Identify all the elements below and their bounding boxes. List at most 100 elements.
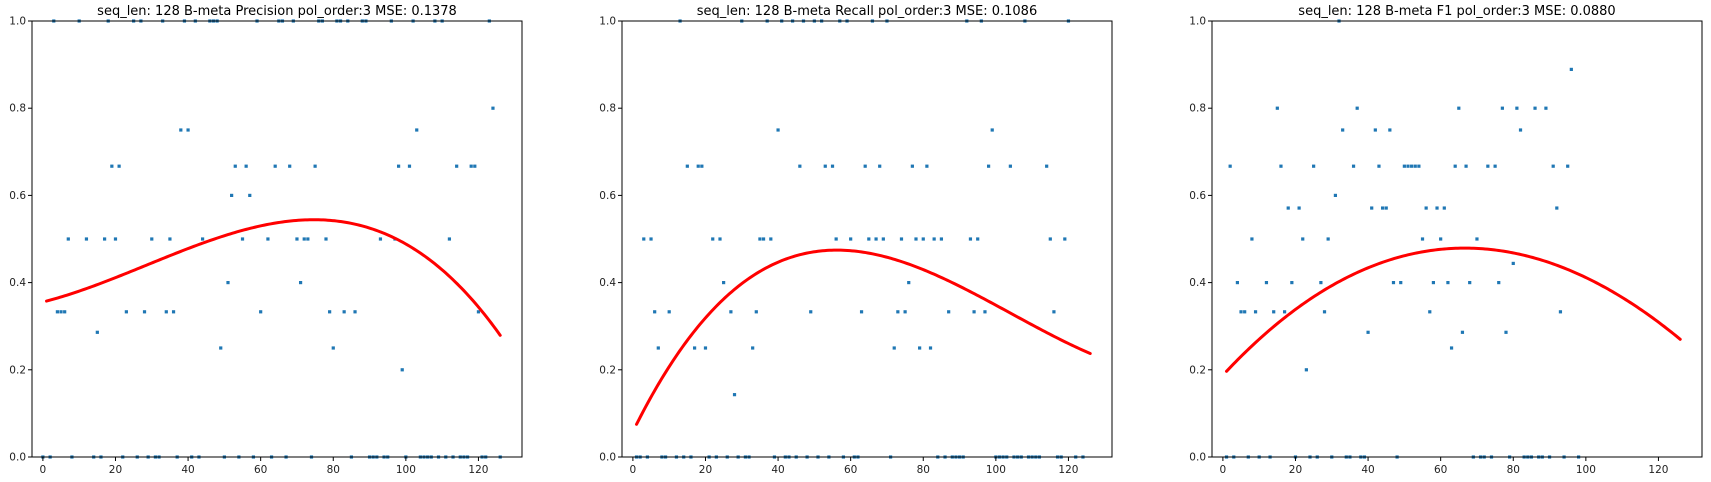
data-point <box>113 237 118 241</box>
data-point <box>266 237 270 241</box>
x-tick-label: 20 <box>699 464 712 476</box>
x-tick-label: 80 <box>1507 464 1520 476</box>
data-point <box>863 164 867 168</box>
data-point <box>1319 281 1323 285</box>
data-point <box>1282 310 1287 314</box>
x-tick-label: 60 <box>844 464 857 476</box>
y-tick-label: 0.6 <box>9 190 26 202</box>
data-point <box>1457 106 1461 110</box>
data-point <box>1366 330 1370 334</box>
subplot-precision: seq_len: 128 B-meta Precision pol_order:… <box>9 4 523 476</box>
data-point <box>1351 164 1356 168</box>
y-tick-label: 0.4 <box>1189 277 1206 289</box>
data-point <box>986 164 991 168</box>
data-point <box>95 330 99 334</box>
y-tick-label: 0.4 <box>9 277 26 289</box>
data-point <box>834 237 838 241</box>
y-tick-label: 0.6 <box>1189 190 1206 202</box>
data-point <box>1420 237 1425 241</box>
data-point <box>1228 164 1232 168</box>
y-tick-label: 1.0 <box>599 16 616 28</box>
data-point <box>758 237 762 241</box>
data-point <box>968 237 973 241</box>
y-tick-label: 0.8 <box>1189 103 1206 115</box>
data-point <box>1569 67 1573 71</box>
data-point <box>1558 310 1563 314</box>
data-point <box>849 237 853 241</box>
data-point <box>1446 281 1450 285</box>
data-point <box>907 281 911 285</box>
data-point <box>66 237 70 241</box>
data-point <box>1250 237 1254 241</box>
data-point <box>667 310 671 314</box>
data-point <box>1279 164 1283 168</box>
data-point <box>1253 310 1258 314</box>
data-point <box>324 237 328 241</box>
data-point <box>925 164 929 168</box>
data-point <box>867 237 871 241</box>
data-point <box>244 164 248 168</box>
data-point <box>899 237 904 241</box>
data-point <box>1355 106 1359 110</box>
x-tick-label: 20 <box>109 464 122 476</box>
y-tick-label: 0.0 <box>9 452 26 464</box>
data-point <box>164 310 168 314</box>
data-point <box>1286 206 1290 210</box>
data-point <box>1406 164 1410 168</box>
subplot-recall: seq_len: 128 B-meta Recall pol_order:3 M… <box>599 4 1113 476</box>
y-tick-label: 0.4 <box>599 277 616 289</box>
x-tick-label: 80 <box>327 464 340 476</box>
data-point <box>1239 310 1243 314</box>
data-point <box>1301 237 1305 241</box>
data-point <box>142 310 147 314</box>
data-point <box>1008 164 1012 168</box>
x-tick-label: 120 <box>1648 464 1668 476</box>
data-point <box>1449 346 1454 350</box>
plot-area <box>1211 20 1703 458</box>
data-point <box>1312 164 1316 168</box>
data-point <box>776 128 780 132</box>
data-point <box>653 310 657 314</box>
x-tick-label: 0 <box>1220 464 1227 476</box>
data-point <box>1275 106 1279 110</box>
x-tick-label: 80 <box>917 464 930 476</box>
data-point <box>455 164 459 168</box>
data-point <box>874 237 878 241</box>
plot-area <box>621 20 1113 458</box>
data-point <box>1235 281 1240 285</box>
chart-title: seq_len: 128 B-meta Precision pol_order:… <box>97 4 457 19</box>
data-point <box>1243 310 1247 314</box>
data-point <box>1377 164 1381 168</box>
data-point <box>1493 164 1497 168</box>
data-point <box>63 310 67 314</box>
data-point <box>1380 206 1385 210</box>
x-tick-label: 40 <box>181 464 194 476</box>
data-point <box>186 128 190 132</box>
data-point <box>200 237 205 241</box>
data-point <box>859 310 864 314</box>
y-tick-label: 0.8 <box>9 103 26 115</box>
plot-area <box>31 20 523 458</box>
data-point <box>983 310 987 314</box>
x-tick-label: 0 <box>40 464 47 476</box>
x-axis: 0 20 40 60 80 100 120 <box>630 457 1078 476</box>
data-point <box>226 281 230 285</box>
data-point <box>1453 164 1457 168</box>
data-point <box>1290 281 1294 285</box>
data-point <box>823 164 827 168</box>
data-point <box>1486 164 1490 168</box>
x-tick-label: 100 <box>1576 464 1596 476</box>
x-tick-label: 0 <box>630 464 637 476</box>
data-point <box>150 237 154 241</box>
data-point <box>1272 310 1276 314</box>
y-tick-label: 1.0 <box>9 16 26 28</box>
data-point <box>1439 237 1443 241</box>
data-point <box>171 310 176 314</box>
data-point <box>168 237 172 241</box>
data-point <box>751 346 755 350</box>
data-point <box>990 128 994 132</box>
data-point <box>491 106 495 110</box>
data-point <box>1497 281 1501 285</box>
data-point <box>761 237 766 241</box>
data-point <box>447 237 452 241</box>
